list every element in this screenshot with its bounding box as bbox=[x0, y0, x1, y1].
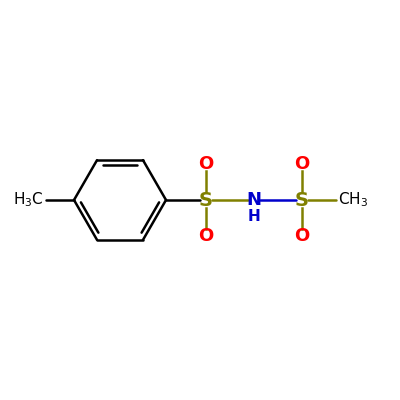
Text: O: O bbox=[294, 227, 310, 245]
Text: H: H bbox=[248, 209, 260, 224]
Text: S: S bbox=[199, 190, 213, 210]
Text: O: O bbox=[198, 227, 214, 245]
Text: O: O bbox=[198, 155, 214, 173]
Text: CH$_3$: CH$_3$ bbox=[338, 191, 368, 209]
Text: H$_3$C: H$_3$C bbox=[13, 191, 44, 209]
Text: O: O bbox=[294, 155, 310, 173]
Text: N: N bbox=[246, 191, 262, 209]
Text: S: S bbox=[295, 190, 309, 210]
